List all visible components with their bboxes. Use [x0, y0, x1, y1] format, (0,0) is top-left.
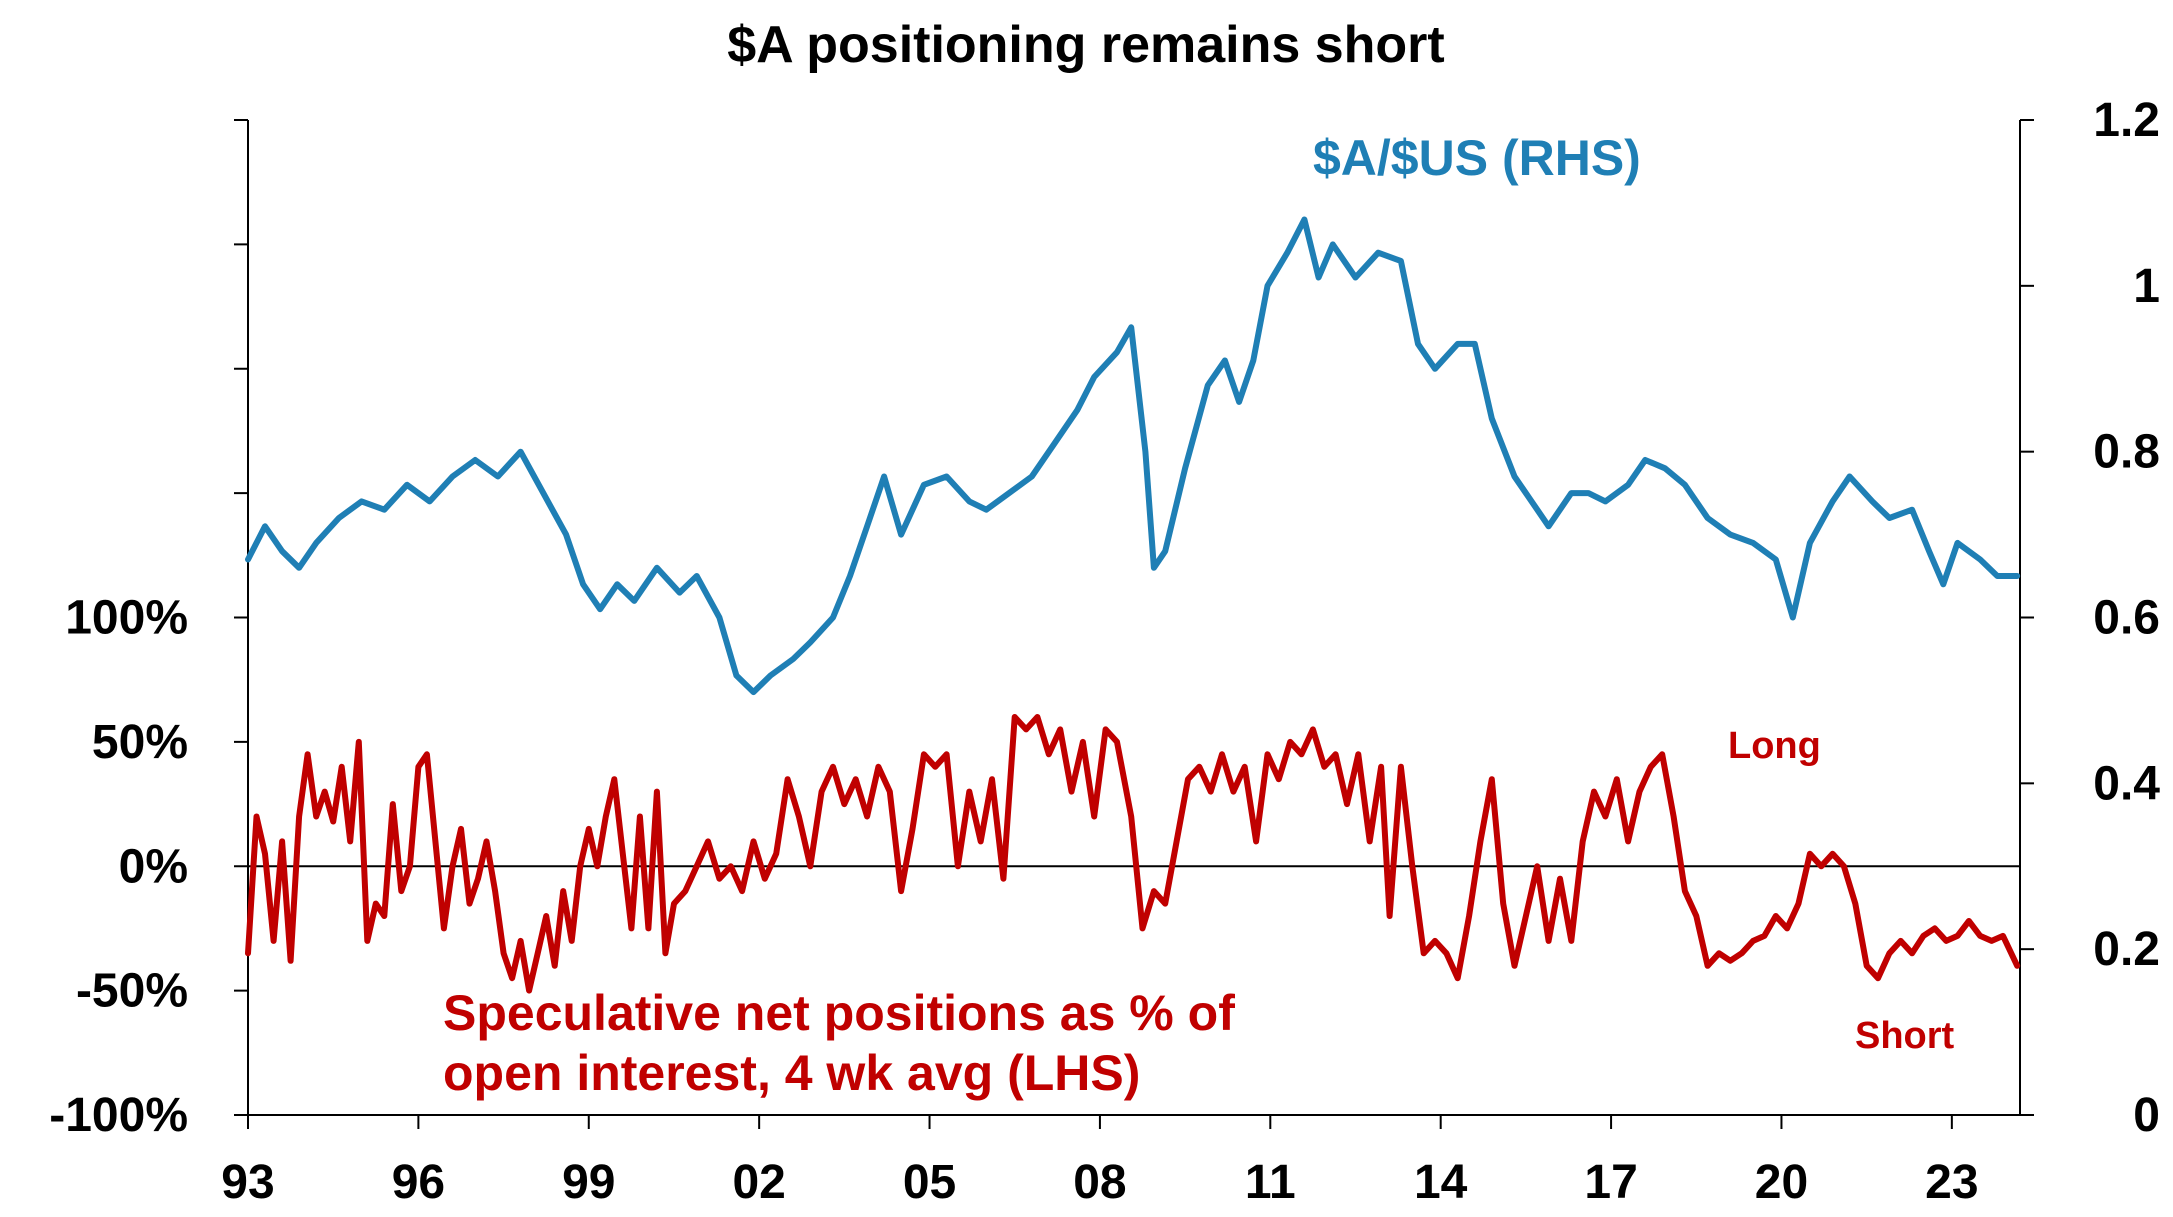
x-axis-tick-label: 08: [1073, 1156, 1126, 1209]
x-axis-tick-label: 93: [221, 1156, 274, 1209]
right-axis-tick-label: 0.4: [2093, 757, 2160, 810]
x-axis-tick-label: 20: [1755, 1156, 1808, 1209]
right-axis-tick-label: 0.2: [2093, 923, 2160, 976]
net-positions-series-line: [245, 714, 2021, 994]
long-annotation: Long: [1728, 725, 1821, 767]
x-axis-tick-label: 11: [1245, 1156, 1296, 1209]
right-axis-tick-label: 0: [2133, 1089, 2160, 1142]
x-axis-tick-label: 05: [903, 1156, 956, 1209]
chart-title: $A positioning remains short: [727, 16, 1445, 74]
x-axis-tick-label: 23: [1925, 1156, 1978, 1209]
x-axis-tick-label: 17: [1584, 1156, 1637, 1209]
left-axis-tick-label: 50%: [92, 716, 188, 769]
x-axis-tick-label: 14: [1414, 1156, 1468, 1209]
left-axis-tick-label: -100%: [49, 1089, 188, 1142]
left-axis-tick-label: 0%: [119, 840, 188, 893]
short-annotation: Short: [1855, 1015, 1955, 1057]
left-axis: -100% -50% 0% 50% 100%: [49, 119, 248, 1142]
right-axis-tick-label: 1.2: [2093, 94, 2160, 147]
right-axis-tick-label: 1: [2133, 260, 2160, 313]
net-positions-series-label-line-2: open interest, 4 wk avg (LHS): [443, 1045, 1140, 1101]
aud-usd-series-label: $A/$US (RHS): [1313, 130, 1641, 186]
aud-usd-series-line: [245, 216, 2021, 696]
right-axis: 0 0.2 0.4 0.6 0.8 1 1.2: [2020, 94, 2160, 1142]
net-positions-series-label-line-1: Speculative net positions as % of: [443, 985, 1235, 1041]
x-axis: 93 96 99 02 05 08 11 14 17 20 23: [221, 1115, 1979, 1209]
x-axis-tick-label: 02: [732, 1156, 785, 1209]
left-axis-tick-label: -50%: [76, 965, 188, 1018]
x-axis-tick-label: 96: [392, 1156, 445, 1209]
x-axis-tick-label: 99: [562, 1156, 615, 1209]
right-axis-tick-label: 0.6: [2093, 592, 2160, 645]
left-axis-tick-label: 100%: [65, 592, 188, 645]
right-axis-tick-label: 0.8: [2093, 426, 2160, 479]
